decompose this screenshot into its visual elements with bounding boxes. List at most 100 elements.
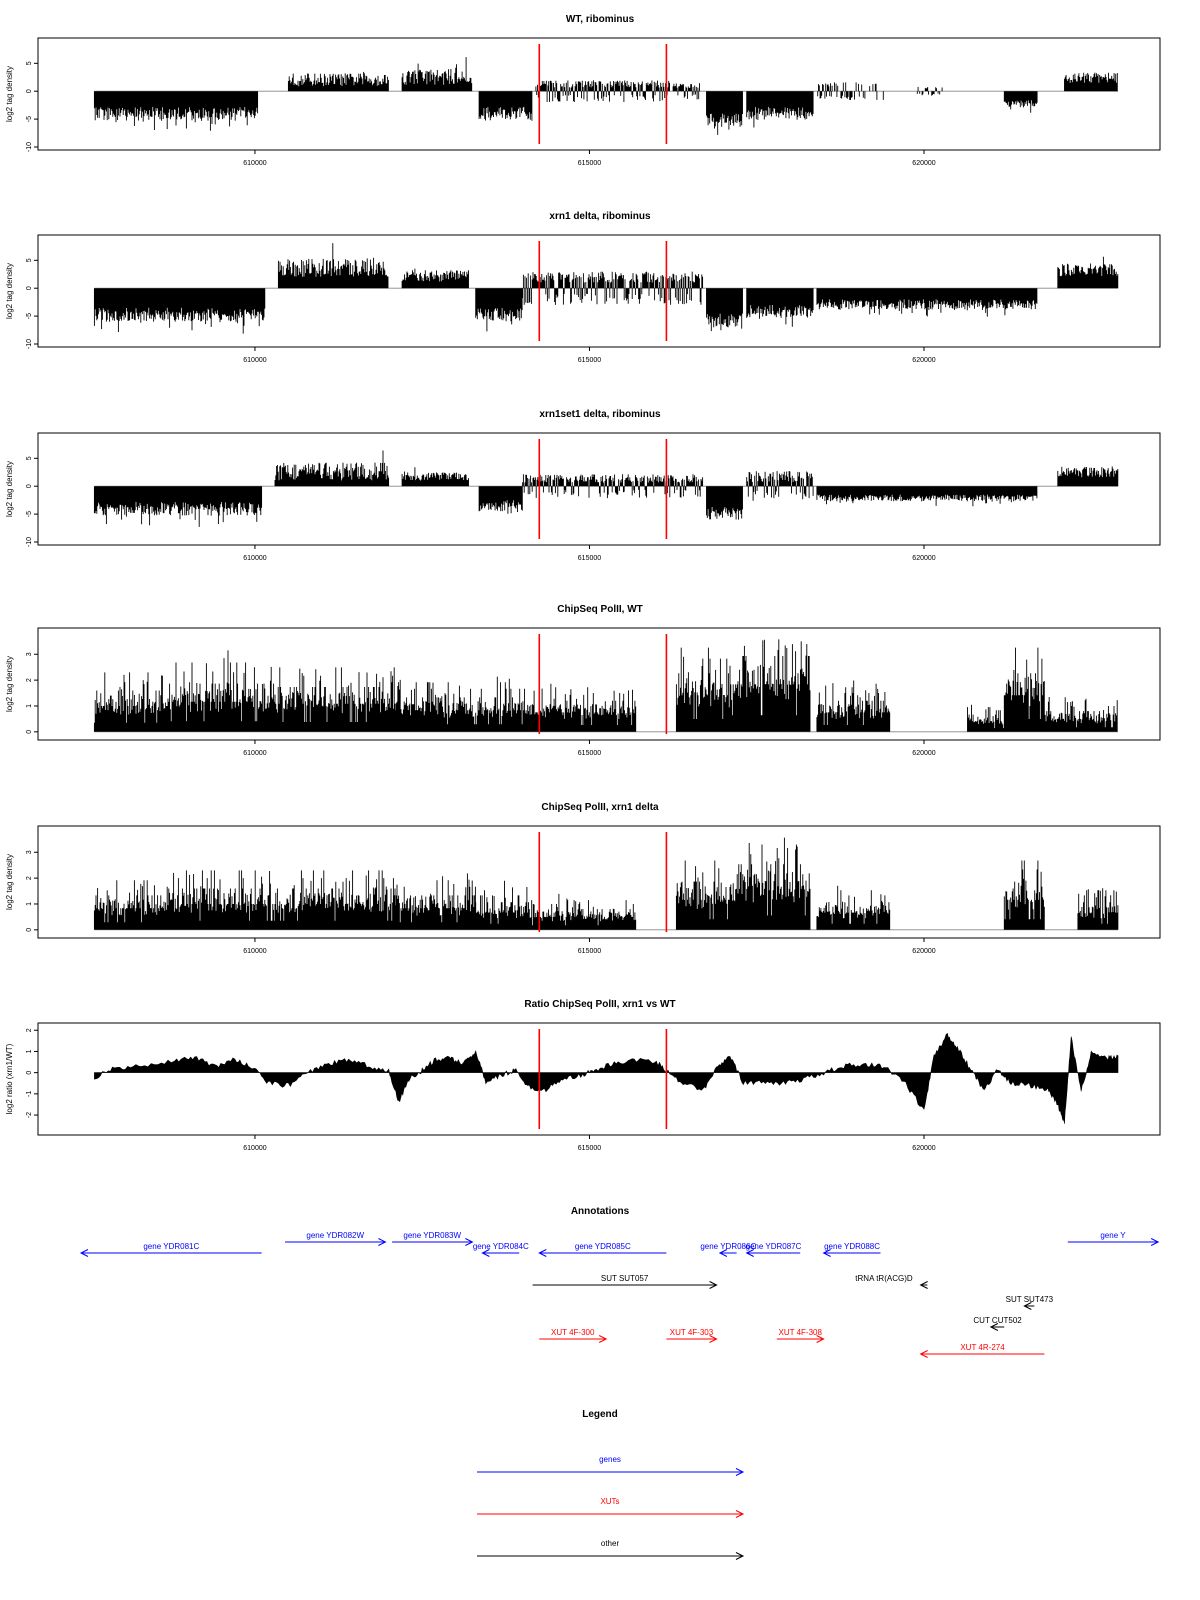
chart-title: xrn1set1 delta, ribominus	[539, 409, 661, 420]
annotations-panel: Annotations gene YDR081C gene YDR082W gene …	[79, 1206, 1160, 1358]
legend-label: other	[601, 1539, 620, 1548]
plot-frame	[37, 825, 1161, 939]
arrowhead	[709, 1335, 718, 1343]
plot-frame	[37, 1022, 1161, 1136]
x-tick-label: 610000	[243, 1145, 266, 1152]
y-axis-label: log2 tag density	[5, 263, 14, 319]
x-tick-label: 620000	[912, 948, 935, 955]
feature-label: XUT 4R-274	[960, 1343, 1005, 1352]
ratio-area	[94, 1032, 1119, 1124]
y-tick-label: 5	[26, 456, 33, 460]
chart-title: WT, ribominus	[566, 14, 635, 25]
feature-label: gene YDR088C	[824, 1242, 880, 1251]
legend-arrowhead	[735, 1552, 745, 1560]
legend-arrowhead	[735, 1468, 745, 1476]
arrowhead	[709, 1281, 718, 1289]
feature-label: gene YDR086C	[700, 1242, 756, 1251]
chart-title: ChipSeq PolII, WT	[557, 604, 643, 615]
plot-frame	[37, 234, 1161, 348]
x-tick-label: 620000	[912, 357, 935, 364]
chart-title: xrn1 delta, ribominus	[549, 211, 651, 222]
y-tick-label: -10	[26, 142, 33, 152]
feature-label: gene YDR082W	[306, 1231, 364, 1240]
y-tick-label: 5	[26, 258, 33, 262]
legend-title: Legend	[582, 1409, 618, 1420]
y-tick-label: 0	[26, 484, 33, 488]
y-tick-label: 1	[26, 704, 33, 708]
arrowhead	[822, 1249, 831, 1257]
chart-title: Ratio ChipSeq PolII, xrn1 vs WT	[524, 999, 675, 1010]
legend: Legend genes XUTs other	[477, 1409, 745, 1560]
y-axis-label: log2 tag density	[5, 66, 14, 122]
arrowhead	[79, 1249, 89, 1257]
y-tick-label: 2	[26, 678, 33, 682]
y-axis-label: log2 tag density	[5, 656, 14, 712]
y-axis-label: log2 tag density	[5, 854, 14, 910]
x-tick-label: 610000	[243, 160, 266, 167]
feature-label: gene YDR084C	[473, 1242, 529, 1251]
feature-label: gene YDR081C	[143, 1242, 199, 1251]
arrowhead	[919, 1350, 928, 1358]
y-tick-label: -10	[26, 339, 33, 349]
y-axis-label: log2 tag density	[5, 461, 14, 517]
feature-label: tRNA tR(ACG)D	[855, 1274, 913, 1283]
legend-label: genes	[599, 1455, 621, 1464]
x-tick-label: 615000	[578, 555, 601, 562]
arrowhead	[378, 1238, 387, 1246]
tag-density-bars	[93, 57, 1118, 135]
chart-panel-5: Ratio ChipSeq PolII, xrn1 vs WT -2 -1 0 1 2 lo…	[5, 999, 1161, 1152]
x-tick-label: 620000	[912, 555, 935, 562]
tag-density-bars	[93, 837, 1119, 930]
y-tick-label: 0	[26, 928, 33, 932]
y-tick-label: 5	[26, 61, 33, 65]
plot-frame	[37, 37, 1161, 151]
tag-density-bars	[93, 243, 1119, 334]
y-tick-label: -1	[26, 1091, 33, 1097]
x-tick-label: 610000	[243, 948, 266, 955]
y-tick-label: 1	[26, 902, 33, 906]
y-tick-label: 0	[26, 286, 33, 290]
feature-label: SUT SUT473	[1006, 1295, 1054, 1304]
arrowhead	[919, 1281, 928, 1289]
feature-label: gene YDR083W	[403, 1231, 461, 1240]
x-tick-label: 615000	[578, 1145, 601, 1152]
y-tick-label: -5	[26, 116, 33, 122]
x-tick-label: 620000	[912, 1145, 935, 1152]
feature-label: XUT 4F-308	[778, 1328, 822, 1337]
arrowhead	[1023, 1302, 1032, 1310]
plot-frame	[37, 432, 1161, 546]
arrowhead	[481, 1249, 490, 1257]
arrowhead	[816, 1335, 825, 1343]
x-tick-label: 615000	[578, 948, 601, 955]
feature-label: SUT SUT057	[601, 1274, 649, 1283]
x-tick-label: 615000	[578, 750, 601, 757]
feature-label: gene YDR087C	[746, 1242, 802, 1251]
arrowhead	[989, 1323, 999, 1331]
x-tick-label: 610000	[243, 357, 266, 364]
legend-arrowhead	[735, 1510, 745, 1518]
y-tick-label: 0	[26, 1071, 33, 1075]
x-tick-label: 620000	[912, 160, 935, 167]
y-tick-label: 1	[26, 1049, 33, 1053]
y-tick-label: -5	[26, 511, 33, 517]
y-tick-label: 2	[26, 876, 33, 880]
chart-panel-2: xrn1set1 delta, ribominus -10 -5 0 5 log2 tag…	[5, 409, 1161, 562]
arrowhead	[745, 1249, 754, 1257]
y-tick-label: 0	[26, 730, 33, 734]
feature-label: XUT 4F-300	[551, 1328, 595, 1337]
y-tick-label: -5	[26, 313, 33, 319]
arrowhead	[718, 1249, 728, 1257]
plot-frame	[37, 627, 1161, 741]
chart-panel-1: xrn1 delta, ribominus -10 -5 0 5 log2 tag den…	[5, 211, 1161, 364]
feature-label: gene Y	[1100, 1231, 1126, 1240]
x-tick-label: 610000	[243, 555, 266, 562]
feature-label: gene YDR085C	[575, 1242, 631, 1251]
arrowhead	[538, 1249, 547, 1257]
y-tick-label: 2	[26, 1028, 33, 1032]
x-tick-label: 615000	[578, 357, 601, 364]
feature-label: CUT CUT502	[973, 1316, 1022, 1325]
x-tick-label: 615000	[578, 160, 601, 167]
arrowhead	[1150, 1238, 1160, 1246]
legend-label: XUTs	[600, 1497, 619, 1506]
